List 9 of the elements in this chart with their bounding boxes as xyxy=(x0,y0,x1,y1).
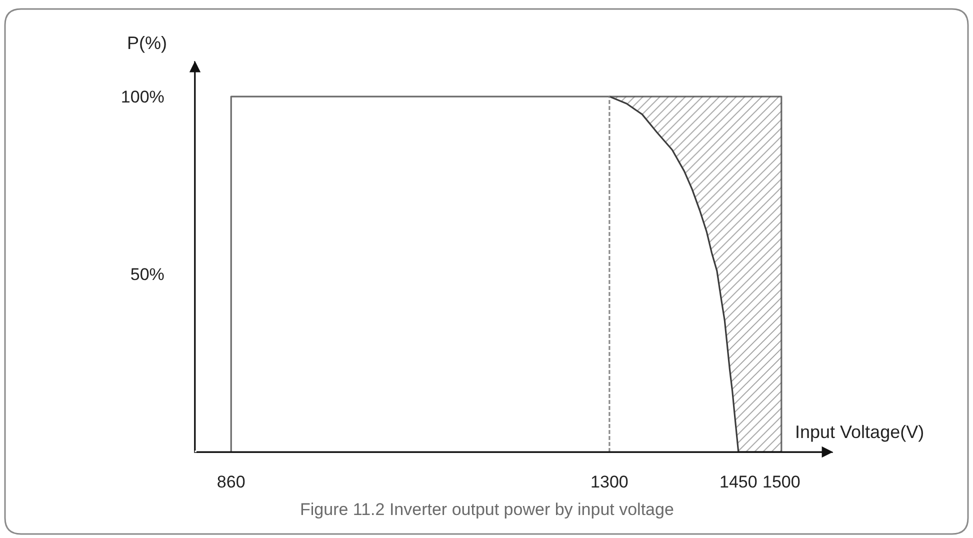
y-tick-label: 100% xyxy=(120,88,164,106)
x-axis-title: Input Voltage(V) xyxy=(795,422,924,442)
caption: Figure 11.2 Inverter output power by input voltage xyxy=(300,500,674,519)
x-tick-label: 1300 xyxy=(590,472,628,492)
y-tick-label: 50% xyxy=(130,265,164,284)
x-tick-label: 860 xyxy=(216,472,246,492)
y-axis-title: P(%) xyxy=(127,33,167,53)
x-tick-label: 1450 xyxy=(720,472,758,492)
x-tick-label: 1500 xyxy=(762,472,800,492)
